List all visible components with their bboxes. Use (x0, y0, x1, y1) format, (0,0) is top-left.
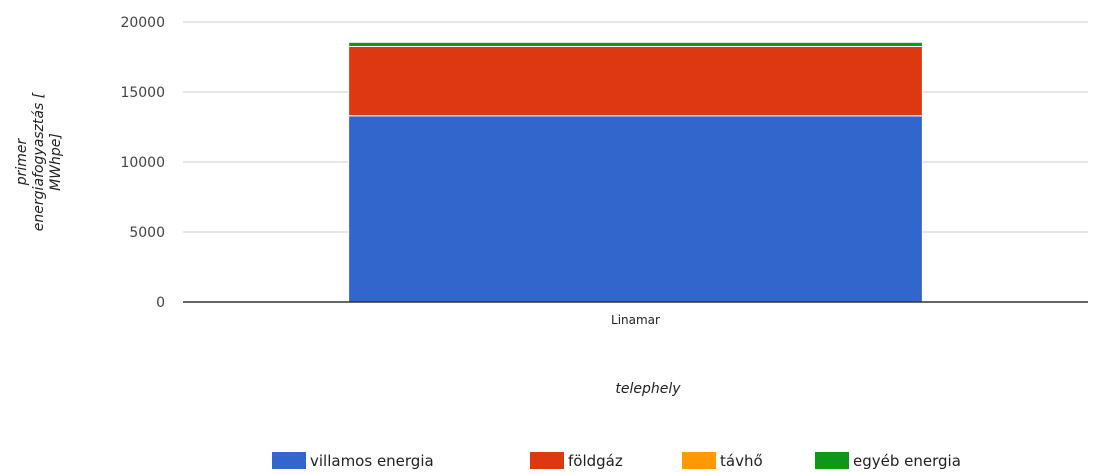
bar-segment (348, 46, 923, 117)
legend-label: egyéb energia (853, 452, 961, 470)
y-axis-ticks: 0 5000 10000 15000 20000 (120, 15, 165, 311)
legend-label: villamos energia (310, 452, 434, 470)
y-axis-title: primer energiafogyasztás [MWhpe] (14, 92, 64, 231)
y-tick-label: 15000 (120, 85, 165, 101)
bars (348, 41, 923, 303)
legend-label: távhő (720, 452, 763, 470)
y-tick-label: 5000 (129, 225, 165, 241)
bar-segment (348, 115, 923, 303)
y-tick-label: 0 (156, 295, 165, 311)
legend-swatch (815, 452, 849, 469)
x-category-label: Linamar (611, 313, 660, 327)
legend-label: földgáz (568, 452, 623, 470)
legend-swatch (272, 452, 306, 469)
y-tick-label: 20000 (120, 15, 165, 31)
x-axis-title: telephely (615, 381, 681, 397)
y-axis-title-line: MWhpe] (48, 133, 64, 191)
legend: villamos energia földgáz távhő egyéb energi… (272, 452, 961, 470)
y-tick-label: 10000 (120, 155, 165, 171)
y-axis-title-line: primer (14, 137, 30, 186)
legend-swatch (682, 452, 716, 469)
legend-swatch (530, 452, 564, 469)
x-axis-categories: Linamar (611, 313, 660, 327)
bar-segment (348, 41, 923, 47)
y-axis-title-line: energiafogyasztás [ (31, 92, 47, 231)
